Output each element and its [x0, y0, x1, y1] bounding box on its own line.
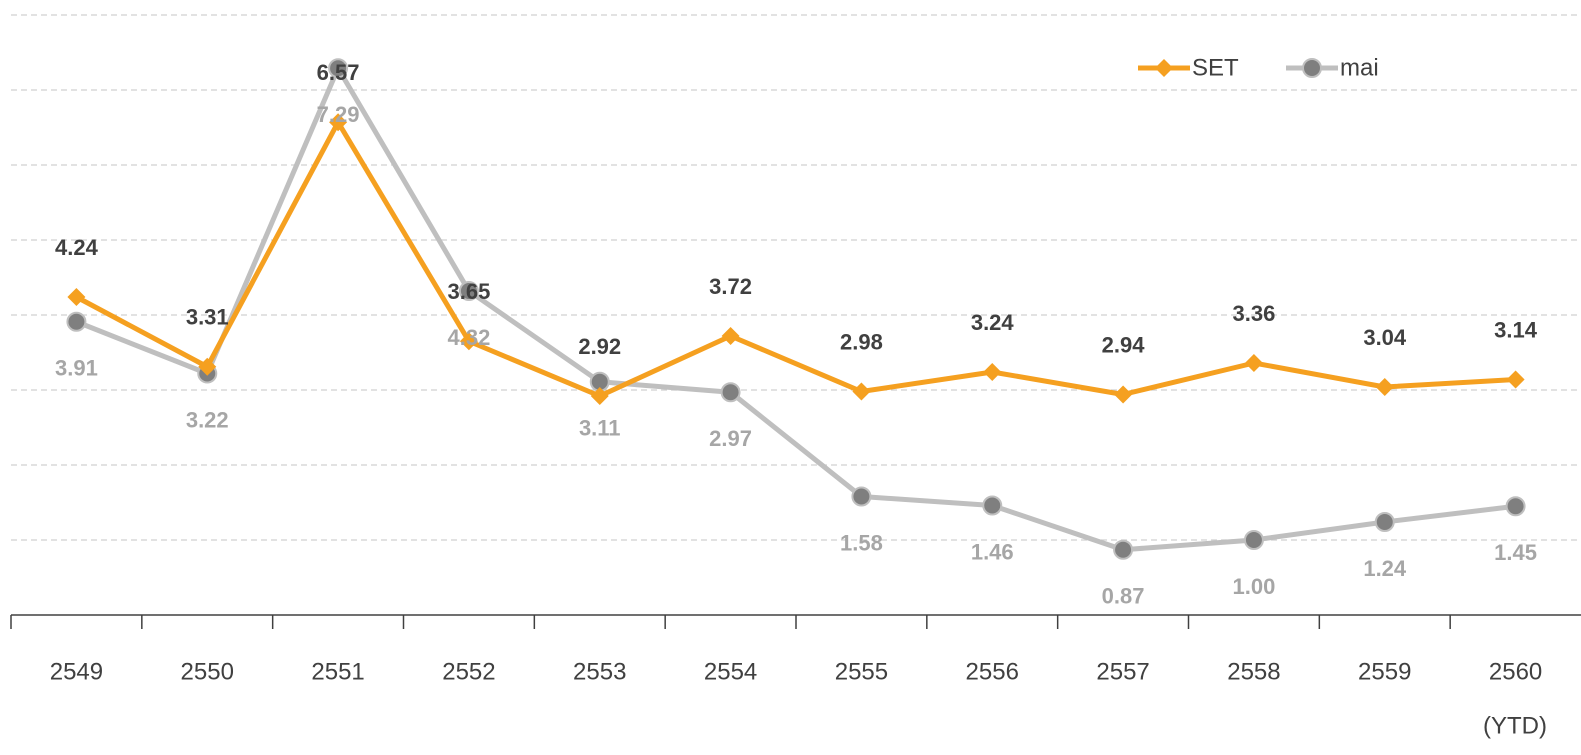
- data-label: 3.24: [971, 310, 1015, 335]
- point-marker: [851, 486, 872, 507]
- point-marker: [721, 327, 740, 345]
- point-marker: [329, 113, 348, 132]
- data-label: 3.65: [448, 279, 491, 304]
- data-label: 1.00: [1233, 574, 1276, 599]
- data-label: 7.29: [317, 102, 360, 127]
- series-line: [75, 119, 1516, 399]
- point-marker: [1505, 496, 1526, 517]
- x-tick-label: 2550: [181, 658, 234, 685]
- data-label: 0.87: [1102, 584, 1145, 609]
- x-tick-label: 2557: [1096, 658, 1149, 685]
- point-marker: [198, 357, 217, 376]
- data-label: 1.45: [1494, 540, 1537, 565]
- x-tick-label: 2556: [966, 658, 1019, 685]
- point-marker: [1374, 512, 1395, 532]
- data-label: 1.24: [1363, 556, 1407, 581]
- point-marker: [66, 311, 87, 332]
- point-marker: [1243, 530, 1264, 550]
- point-marker: [852, 382, 871, 401]
- point-marker: [983, 363, 1002, 381]
- point-marker: [458, 281, 479, 301]
- data-label: 3.22: [186, 407, 229, 432]
- data-label: 3.91: [55, 356, 98, 381]
- series-line: [75, 65, 1516, 553]
- data-label: 2.94: [1102, 332, 1146, 357]
- point-marker: [67, 288, 86, 306]
- data-label: 3.11: [579, 416, 621, 441]
- legend-label: mai: [1340, 54, 1379, 81]
- data-label: 3.72: [709, 274, 752, 299]
- point-marker: [982, 495, 1003, 516]
- point-marker: [1506, 370, 1525, 389]
- point-marker: [1244, 354, 1263, 372]
- data-label: 4.32: [448, 325, 491, 350]
- x-tick-label: 2549: [50, 658, 103, 685]
- x-tick-label: 2559: [1358, 658, 1411, 685]
- x-tick-label: 2558: [1227, 658, 1280, 685]
- legend-marker: [1302, 58, 1322, 78]
- x-tick-label: 2555: [835, 658, 888, 685]
- point-marker: [328, 58, 349, 79]
- data-label: 1.46: [971, 539, 1014, 564]
- x-tick-label: 2560: [1489, 658, 1542, 685]
- data-label: 2.98: [840, 329, 883, 354]
- data-label: 3.14: [1494, 317, 1538, 342]
- point-marker: [720, 382, 741, 403]
- point-marker: [1114, 385, 1133, 404]
- data-label: 3.36: [1233, 301, 1276, 326]
- x-tick-label: 2552: [442, 658, 495, 685]
- x-tick-label: 2551: [311, 658, 364, 685]
- data-label: 2.97: [709, 426, 752, 451]
- data-label: 6.57: [317, 60, 360, 85]
- data-label: 4.24: [55, 235, 99, 260]
- data-label: 3.04: [1363, 325, 1407, 350]
- point-marker: [590, 387, 609, 405]
- point-marker: [459, 332, 478, 351]
- point-marker: [1113, 539, 1134, 560]
- legend-marker: [1155, 59, 1173, 77]
- x-tick-label: 2553: [573, 658, 626, 685]
- data-label: 1.58: [840, 530, 883, 555]
- x-note: (YTD): [1483, 712, 1547, 739]
- data-label: 2.92: [578, 334, 621, 359]
- legend-label: SET: [1192, 54, 1239, 81]
- point-marker: [1375, 378, 1394, 396]
- x-tick-label: 2554: [704, 658, 757, 685]
- data-label: 3.31: [186, 305, 229, 330]
